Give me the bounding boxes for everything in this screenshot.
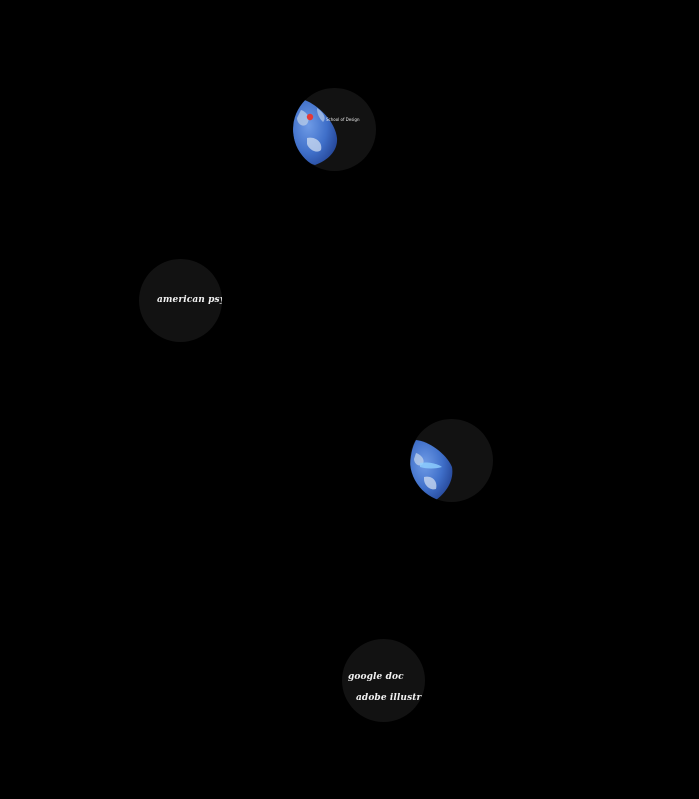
orb-label-american-psychology: american psycholo <box>157 295 222 305</box>
earth-globe-icon <box>410 440 453 500</box>
orb-top-earth[interactable]: School of Design <box>293 88 376 171</box>
location-marker-icon <box>306 113 314 121</box>
orb-bottom-text[interactable]: google doc adobe illustrator <box>342 639 425 722</box>
earth-place-label: School of Design <box>326 117 360 122</box>
earth-globe-icon <box>293 99 338 165</box>
orb-label-adobe-illustrator: adobe illustrator <box>356 693 425 703</box>
orb-label-google-doc: google doc <box>348 672 404 682</box>
orb-right-earth[interactable] <box>410 419 493 502</box>
orb-left-text[interactable]: american psycholo <box>139 259 222 342</box>
